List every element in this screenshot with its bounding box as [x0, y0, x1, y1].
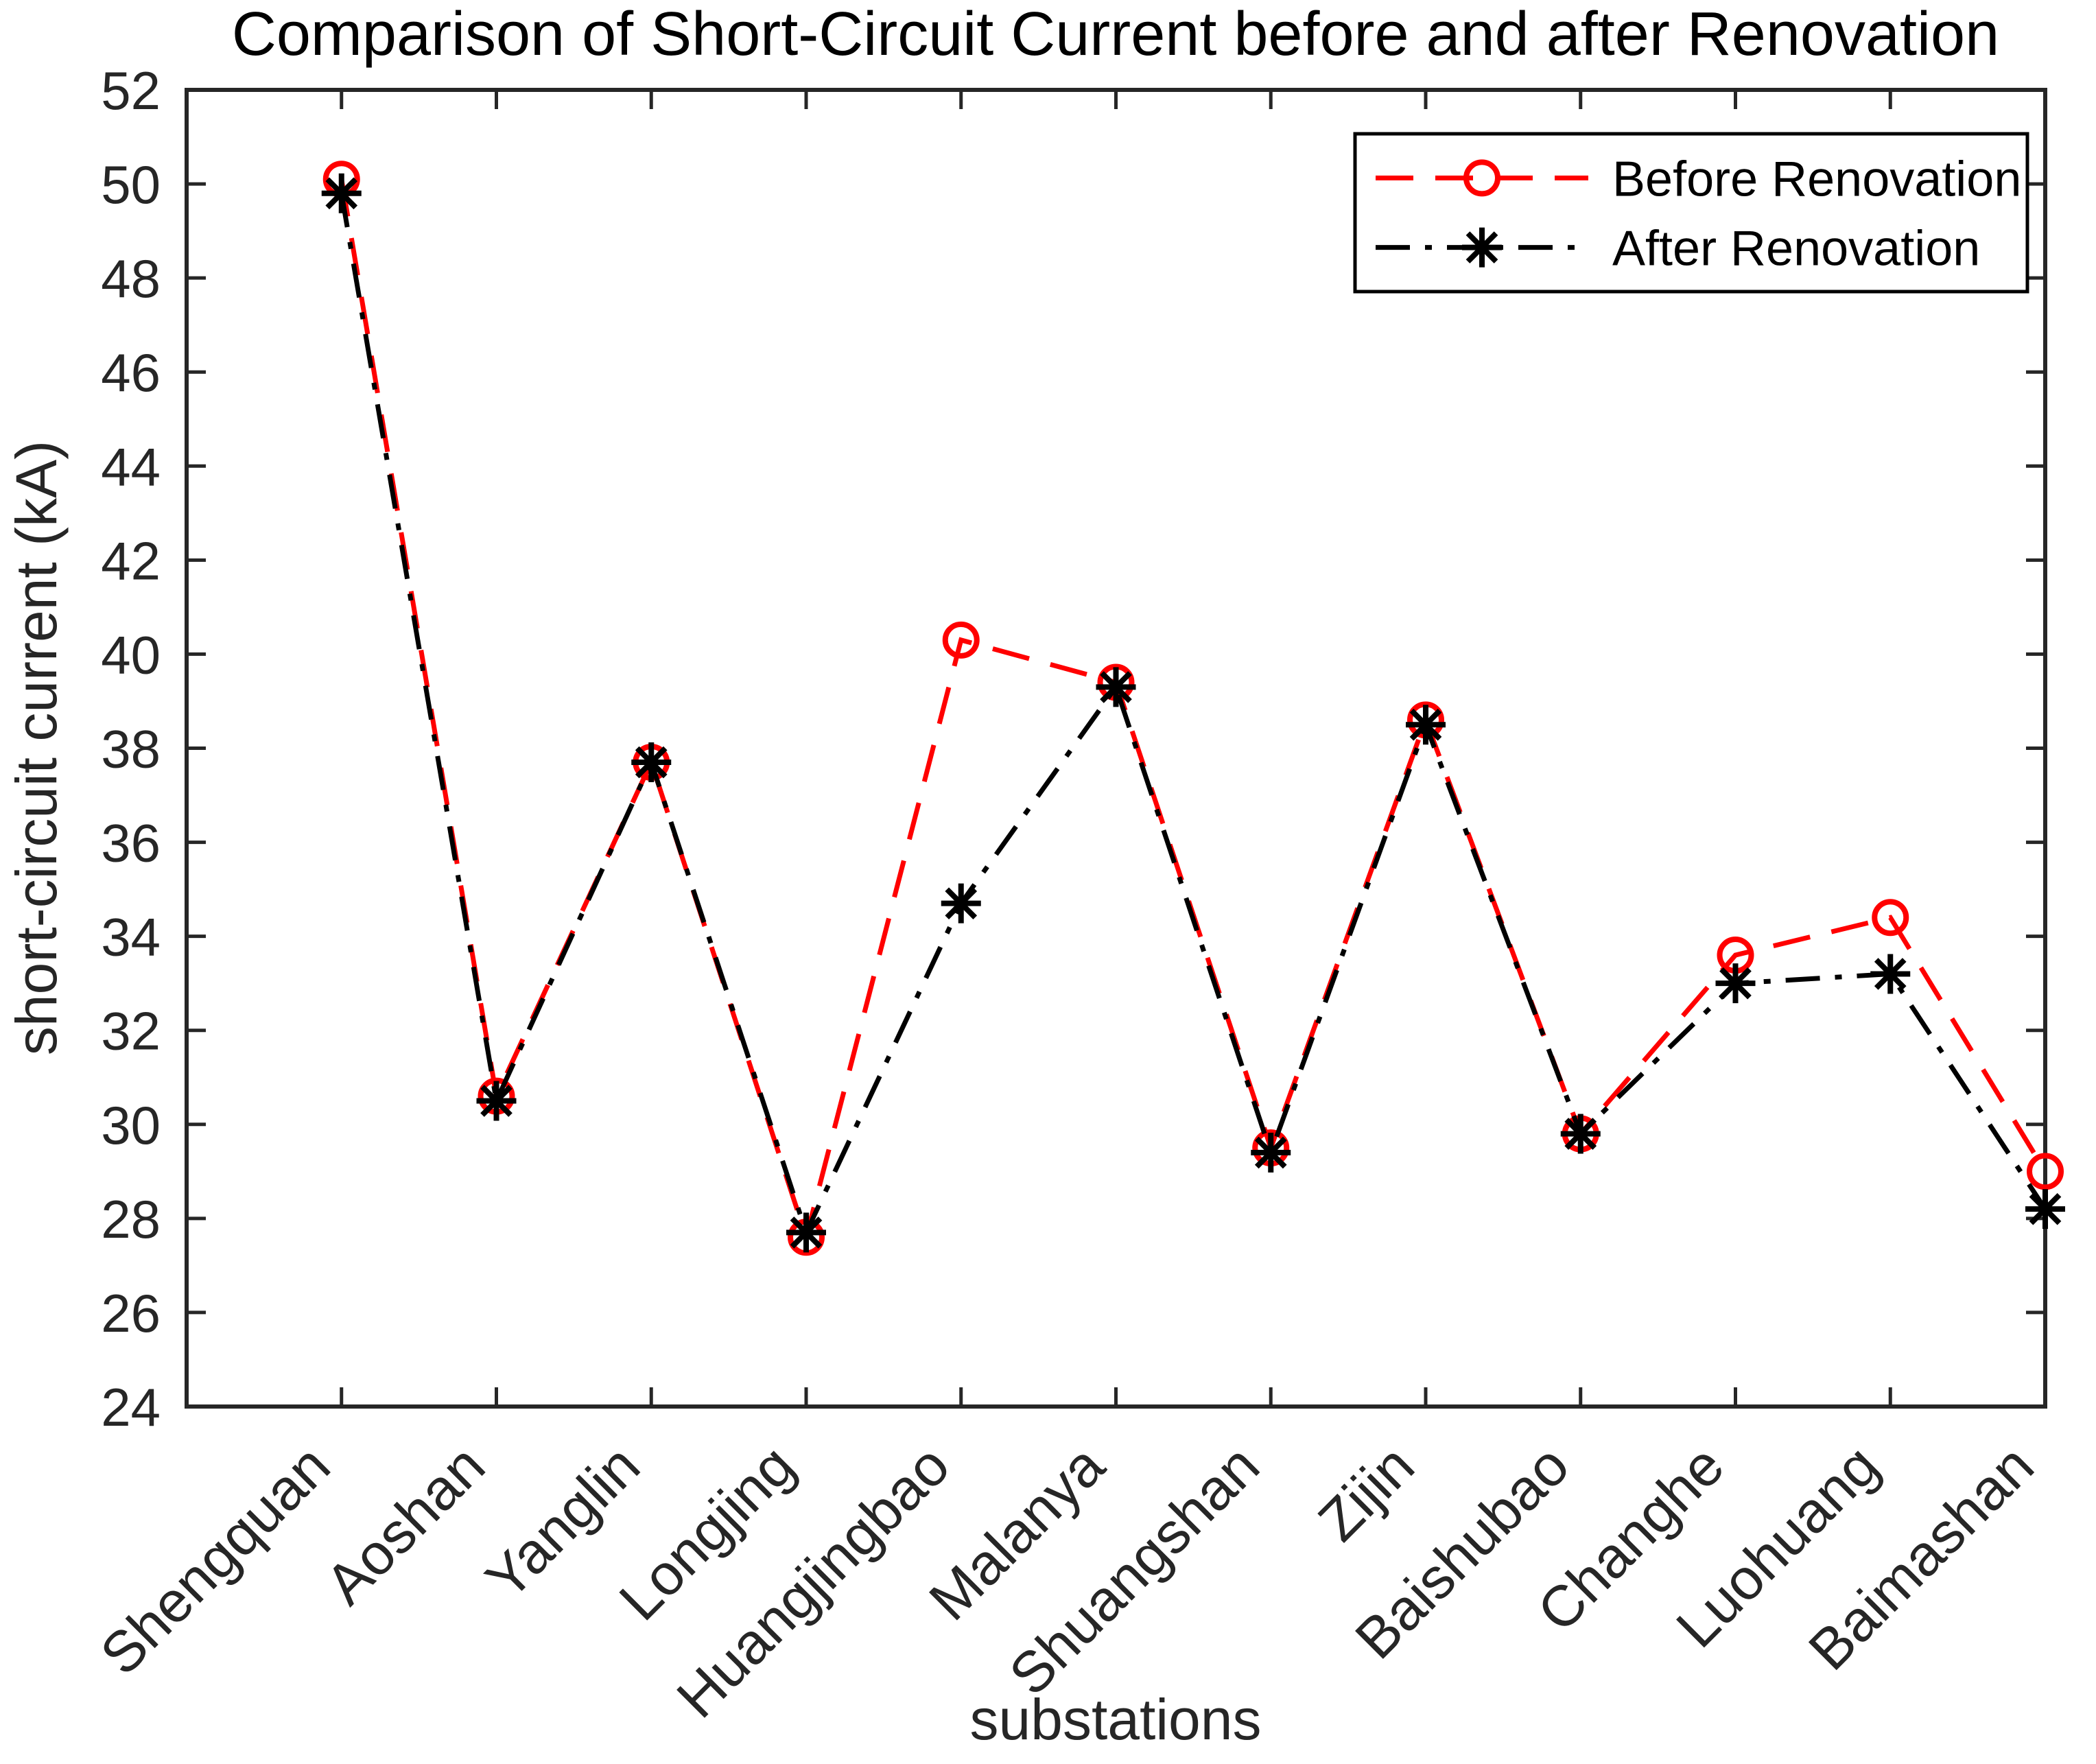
circle-marker [942, 621, 980, 659]
y-tick-label: 48 [101, 248, 161, 309]
y-tick-label: 50 [101, 154, 161, 215]
y-axis-label: short-circuit current (kA) [4, 440, 69, 1055]
chart-title: Comparison of Short-Circuit Current befo… [232, 0, 1999, 69]
asterisk-marker [1560, 1114, 1601, 1154]
y-tick-label: 30 [101, 1095, 161, 1155]
circle-marker [2027, 1153, 2064, 1190]
legend-label: Before Renovation [1612, 152, 2021, 207]
circle-marker [1872, 899, 1909, 937]
asterisk-marker [1462, 227, 1502, 268]
asterisk-marker [1096, 667, 1136, 707]
y-tick-label: 46 [101, 342, 161, 403]
y-tick-label: 42 [101, 530, 161, 591]
asterisk-marker [1715, 963, 1756, 1004]
asterisk-marker [2025, 1189, 2065, 1230]
x-category-label: Aoshan [313, 1433, 497, 1616]
legend-box [1353, 132, 2029, 294]
asterisk-marker [631, 742, 672, 783]
asterisk-marker [1406, 705, 1446, 745]
y-tick-label: 34 [101, 907, 161, 967]
asterisk-marker [321, 173, 362, 213]
legend-label: After Renovation [1612, 222, 1980, 277]
y-tick-label: 32 [101, 1001, 161, 1061]
asterisk-marker [1870, 954, 1911, 994]
asterisk-marker [941, 883, 981, 924]
asterisk-marker [786, 1212, 826, 1253]
x-category-label: Zijin [1306, 1433, 1426, 1553]
x-category-label: Huangjingbao [664, 1433, 961, 1730]
x-category-label: Shengquan [88, 1433, 342, 1686]
y-tick-label: 38 [101, 719, 161, 779]
series-line [339, 178, 2047, 1246]
y-tick-label: 52 [101, 60, 161, 121]
circle-marker [1463, 159, 1500, 197]
y-tick-label: 36 [101, 813, 161, 873]
y-tick-label: 28 [101, 1189, 161, 1249]
y-tick-label: 44 [101, 436, 161, 497]
asterisk-marker [476, 1081, 517, 1121]
series-line [339, 193, 2047, 1239]
y-tick-label: 26 [101, 1283, 161, 1343]
plot-area: 242628303234363840424446485052ShengquanA… [88, 60, 2065, 1730]
y-tick-label: 24 [101, 1377, 161, 1437]
y-tick-label: 40 [101, 624, 161, 685]
asterisk-marker [1251, 1132, 1291, 1173]
x-axis-label: substations [970, 1687, 1262, 1752]
